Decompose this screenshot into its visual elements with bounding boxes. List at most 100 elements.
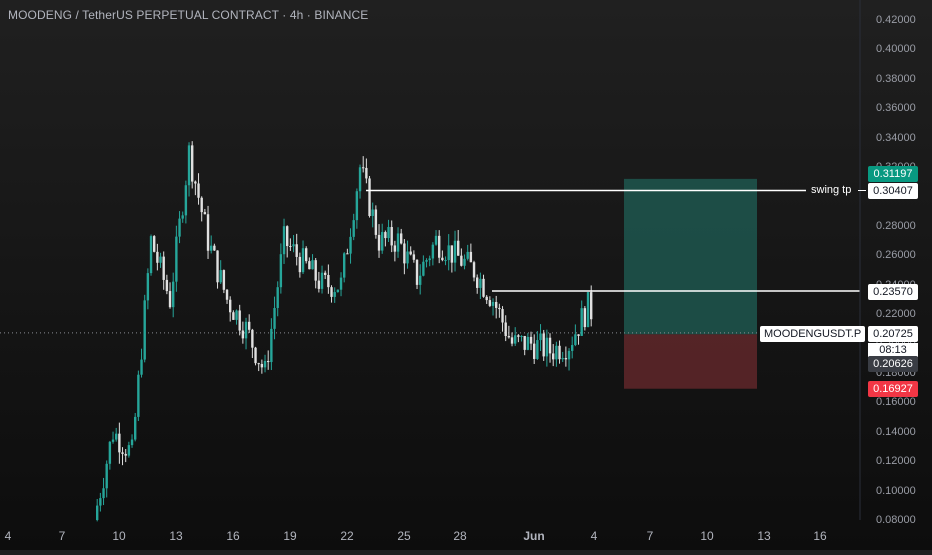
candle-body[interactable] [111,439,115,442]
candle-body[interactable] [419,275,422,285]
candle-body[interactable] [583,308,587,328]
candle-body[interactable] [539,333,542,341]
candle-body[interactable] [149,236,153,274]
candle-body[interactable] [175,236,178,282]
candle-body[interactable] [216,250,219,283]
candle-body[interactable] [121,452,124,454]
candle-body[interactable] [412,254,416,260]
candle-body[interactable] [390,227,393,246]
candle-body[interactable] [197,183,200,198]
candle-body[interactable] [352,220,355,237]
candle-body[interactable] [501,309,504,323]
candle-body[interactable] [330,287,333,297]
candle-body[interactable] [251,329,254,348]
candle-body[interactable] [368,178,371,216]
candles[interactable] [96,141,593,522]
candle-body[interactable] [282,226,286,255]
candle-body[interactable] [235,310,238,320]
candle-body[interactable] [358,167,362,192]
candle-body[interactable] [561,358,564,360]
candle-body[interactable] [453,240,457,263]
candle-body[interactable] [586,292,590,328]
candle-body[interactable] [495,301,498,308]
candle-body[interactable] [558,345,561,360]
candle-body[interactable] [279,254,283,288]
candle-body[interactable] [460,255,463,266]
candle-body[interactable] [444,260,447,262]
candle-body[interactable] [555,345,558,360]
candle-body[interactable] [184,185,188,216]
candle-body[interactable] [406,251,409,264]
candle-body[interactable] [422,261,425,276]
candle-body[interactable] [529,336,533,344]
candle-body[interactable] [270,328,273,363]
candle-body[interactable] [165,279,169,292]
candle-body[interactable] [295,244,298,257]
candle-body[interactable] [317,280,321,289]
candle-body[interactable] [409,251,412,255]
candle-body[interactable] [225,289,229,300]
candle-body[interactable] [336,289,340,293]
candle-body[interactable] [333,292,336,297]
candle-body[interactable] [99,498,102,506]
candle-body[interactable] [450,245,454,263]
candle-body[interactable] [491,301,495,306]
candle-body[interactable] [168,291,172,308]
candle-body[interactable] [384,232,387,239]
candle-body[interactable] [162,256,165,280]
candle-body[interactable] [260,363,264,368]
candle-body[interactable] [510,337,514,344]
candle-body[interactable] [428,258,431,261]
candle-body[interactable] [431,244,435,259]
candle-body[interactable] [349,236,352,254]
candle-body[interactable] [200,197,203,213]
candle-body[interactable] [115,433,118,440]
candle-body[interactable] [124,453,127,456]
candle-body[interactable] [276,287,279,308]
candle-body[interactable] [172,281,175,308]
candle-body[interactable] [257,363,260,365]
candle-body[interactable] [457,240,460,256]
candle-body[interactable] [118,433,121,453]
candle-body[interactable] [267,360,270,363]
candle-body[interactable] [564,358,568,360]
candle-body[interactable] [241,330,245,339]
candle-body[interactable] [415,259,419,285]
candle-body[interactable] [343,253,346,278]
candle-body[interactable] [156,251,159,263]
candle-body[interactable] [339,277,343,290]
candle-body[interactable] [362,167,365,169]
candle-body[interactable] [305,248,308,262]
candle-body[interactable] [238,310,241,331]
candle-body[interactable] [206,214,210,251]
candle-body[interactable] [536,340,539,359]
candle-body[interactable] [140,359,143,375]
candle-body[interactable] [488,300,492,306]
candle-body[interactable] [577,334,580,336]
stop-zone[interactable] [624,334,757,389]
candle-body[interactable] [191,145,194,182]
candle-body[interactable] [96,505,99,520]
candle-body[interactable] [590,292,593,320]
candle-body[interactable] [203,212,207,215]
candle-body[interactable] [374,209,378,235]
candle-body[interactable] [105,463,108,489]
candle-body[interactable] [466,251,469,259]
candle-body[interactable] [533,343,536,359]
candle-body[interactable] [187,145,191,186]
candle-body[interactable] [108,441,112,464]
candle-body[interactable] [441,257,444,261]
candle-body[interactable] [143,300,146,360]
candle-body[interactable] [127,445,131,456]
candle-body[interactable] [219,270,222,283]
candle-body[interactable] [153,236,156,252]
candle-body[interactable] [102,488,105,499]
candle-body[interactable] [523,335,526,350]
candle-body[interactable] [548,337,552,354]
candle-body[interactable] [327,274,330,288]
candle-body[interactable] [580,308,583,336]
candle-body[interactable] [137,374,140,417]
candle-body[interactable] [498,307,501,310]
